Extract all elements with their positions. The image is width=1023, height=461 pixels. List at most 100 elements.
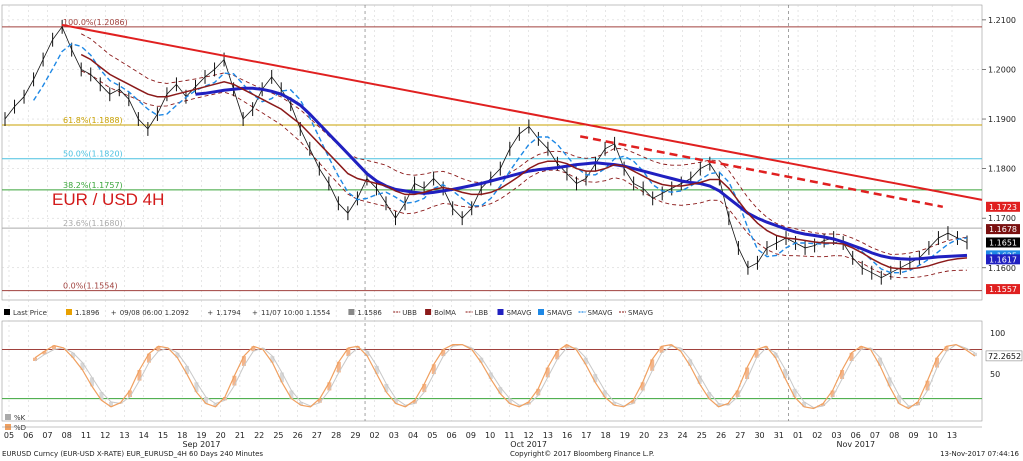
x-tick-label: 26 xyxy=(716,431,726,440)
x-tick-label: 26 xyxy=(293,431,303,440)
fib-level-label: 23.6%(1.1680) xyxy=(63,219,123,228)
price-tag-label: 1.1651 xyxy=(989,238,1017,247)
x-tick-label: 06 xyxy=(447,431,457,440)
fib-level-label: 50.0%(1.1820) xyxy=(63,150,123,159)
legend-swatch xyxy=(4,309,10,315)
x-tick-label: 11 xyxy=(81,431,91,440)
x-tick-label: 30 xyxy=(754,431,764,440)
x-tick-label: 06 xyxy=(23,431,33,440)
legend-label: 1.1794 xyxy=(216,309,241,317)
stochastic-panel xyxy=(2,343,982,410)
fast-smavg-line xyxy=(33,43,968,274)
legend-label: 1.1896 xyxy=(75,309,100,317)
x-tick-label: 31 xyxy=(774,431,784,440)
stochastic-k-line xyxy=(34,343,976,410)
legend-swatch xyxy=(348,309,355,315)
price-tick-label: 1.1700 xyxy=(988,214,1016,223)
x-tick-label: 03 xyxy=(831,431,841,440)
legend-swatch xyxy=(538,309,544,315)
price-line xyxy=(4,25,968,279)
x-tick-label: 27 xyxy=(735,431,745,440)
x-tick-label: 12 xyxy=(100,431,110,440)
legend-swatch xyxy=(66,309,72,315)
price-tick-label: 1.2000 xyxy=(988,65,1016,74)
x-tick-label: 20 xyxy=(639,431,649,440)
x-tick-label: 18 xyxy=(600,431,610,440)
price-tag-box xyxy=(986,201,1020,212)
legend-label: SMAVG xyxy=(628,309,653,317)
price-tag-label: 1.1557 xyxy=(989,285,1017,294)
legend-label: %D xyxy=(14,424,26,432)
x-tick-label: 18 xyxy=(177,431,187,440)
x-tick-label: 06 xyxy=(851,431,861,440)
legend-label: 11/07 10:00 1.1554 xyxy=(261,309,331,317)
x-tick-label: 28 xyxy=(331,431,341,440)
x-tick-label: 29 xyxy=(350,431,360,440)
x-tick-label: 27 xyxy=(312,431,322,440)
legend-label: %K xyxy=(14,414,26,422)
x-tick-label: 03 xyxy=(389,431,399,440)
price-tag-box xyxy=(986,224,1020,235)
x-tick-label: 19 xyxy=(620,431,630,440)
footer: EURUSD Curncy (EUR-USD X-RATE) EUR_EURUS… xyxy=(0,450,1023,461)
price-tick-label: 1.2100 xyxy=(988,16,1016,25)
footer-copyright: Copyright© 2017 Bloomberg Finance L.P. xyxy=(510,450,655,458)
x-tick-label: 07 xyxy=(42,431,52,440)
price-tag-label: 1.1723 xyxy=(989,203,1017,212)
price-tick-label: 1.1900 xyxy=(988,115,1016,124)
x-tick-label: 15 xyxy=(158,431,168,440)
x-tick-label: 09 xyxy=(908,431,918,440)
x-tick-label: 17 xyxy=(581,431,591,440)
x-tick-label: 10 xyxy=(485,431,495,440)
lower-panel-frame xyxy=(1,320,983,422)
price-series xyxy=(4,19,968,285)
legend-swatch: + xyxy=(207,309,213,317)
legend-label: 09/08 06:00 1.2092 xyxy=(120,309,189,317)
x-tick-label: 07 xyxy=(870,431,880,440)
x-tick-label: 12 xyxy=(524,431,534,440)
month-label: Sep 2017 xyxy=(182,440,220,449)
x-tick-label: 02 xyxy=(370,431,380,440)
legend-swatch xyxy=(497,309,504,315)
month-label: Nov 2017 xyxy=(837,440,876,449)
smavg-line xyxy=(195,86,968,261)
legend-swatch xyxy=(425,309,432,315)
legend-swatch: + xyxy=(111,309,117,317)
x-tick-label: 08 xyxy=(62,431,72,440)
price-tick-label: 1.1600 xyxy=(988,264,1016,273)
legend-label: 1.1586 xyxy=(357,309,382,317)
x-tick-label: 02 xyxy=(812,431,822,440)
x-tick-label: 21 xyxy=(235,431,245,440)
legend-label: BolMA xyxy=(434,309,456,317)
x-tick-label: 04 xyxy=(408,431,418,440)
fib-level-label: 0.0%(1.1554) xyxy=(63,282,118,291)
x-tick-label: 10 xyxy=(928,431,938,440)
lower-bollinger-band xyxy=(81,70,968,279)
chart-title: EUR / USD 4H xyxy=(52,190,164,209)
stochastic-tick-label: 50 xyxy=(990,370,1000,379)
price-tag-box xyxy=(986,237,1020,248)
price-tick-label: 1.1800 xyxy=(988,165,1016,174)
fib-level-label: 100.0%(1.2086) xyxy=(63,18,128,27)
downtrend-line xyxy=(61,23,983,201)
x-tick-label: 11 xyxy=(504,431,514,440)
stochastic-tag-label: 72.2652 xyxy=(988,352,1021,361)
x-tick-label: 22 xyxy=(254,431,264,440)
stochastic-axis: 100 50 72.2652 xyxy=(985,329,1023,379)
legend-label: LBB xyxy=(475,309,489,317)
x-tick-label: 23 xyxy=(658,431,668,440)
price-tag-label: 1.1678 xyxy=(989,225,1017,234)
legend-swatch xyxy=(5,414,11,420)
x-tick-label: 25 xyxy=(697,431,707,440)
x-tick-label: 25 xyxy=(273,431,283,440)
footer-timestamp: 13-Nov-2017 07:44:16 xyxy=(940,450,1019,458)
price-tag-box xyxy=(986,284,1020,295)
price-axis: 1.2100 1.2000 1.1900 1.1800 1.1700 1.1600 1.17… xyxy=(982,16,1020,295)
x-tick-label: 24 xyxy=(677,431,687,440)
x-tick-label: 19 xyxy=(196,431,206,440)
fibonacci-levels: 100.0%(1.2086) 61.8%(1.1888) 50.0%(1.1820)… xyxy=(2,18,982,292)
legend-top: Last Price 1.1896 +09/08 06:00 1.2092 +1.17… xyxy=(4,309,653,317)
x-tick-label: 13 xyxy=(947,431,957,440)
stochastic-tick-label: 100 xyxy=(990,329,1005,338)
